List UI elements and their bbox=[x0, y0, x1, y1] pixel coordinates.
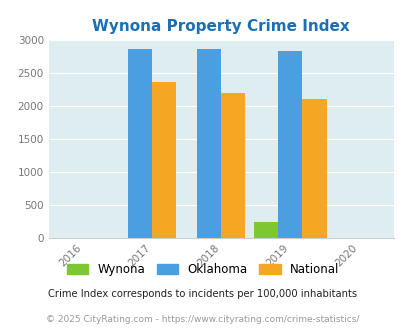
Title: Wynona Property Crime Index: Wynona Property Crime Index bbox=[92, 19, 349, 34]
Bar bbox=[302, 99, 326, 238]
Bar bbox=[128, 49, 152, 238]
Text: © 2025 CityRating.com - https://www.cityrating.com/crime-statistics/: © 2025 CityRating.com - https://www.city… bbox=[46, 315, 359, 324]
Bar bbox=[254, 222, 277, 238]
Text: Crime Index corresponds to incidents per 100,000 inhabitants: Crime Index corresponds to incidents per… bbox=[48, 289, 357, 299]
Legend: Wynona, Oklahoma, National: Wynona, Oklahoma, National bbox=[62, 258, 343, 281]
Bar bbox=[152, 82, 176, 238]
Bar bbox=[197, 49, 221, 238]
Bar bbox=[221, 93, 245, 238]
Bar bbox=[277, 51, 302, 238]
